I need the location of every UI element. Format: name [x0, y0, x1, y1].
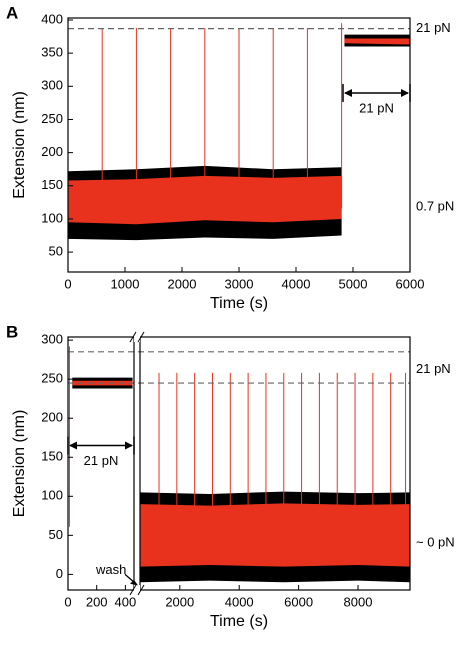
x-tick-label: 0 [64, 594, 71, 609]
axis-break [137, 331, 145, 343]
y-tick-label: 50 [49, 244, 63, 259]
y-axis-label: Extension (nm) [11, 410, 28, 518]
y-tick-label: 350 [41, 45, 63, 60]
axis-break [129, 584, 137, 596]
trace-band [140, 503, 410, 567]
plot-frame [139, 336, 411, 591]
x-tick-label: 2000 [168, 276, 197, 291]
x-tick-label: 4000 [282, 276, 311, 291]
x-tick-label: 3000 [225, 276, 254, 291]
x-tick-label: 0 [64, 276, 71, 291]
trace-band [344, 38, 410, 45]
arrow-head [125, 441, 133, 450]
x-axis-label: Time (s) [210, 295, 268, 312]
y-tick-label: 150 [41, 177, 63, 192]
arrow-head [344, 88, 352, 97]
wash-arrow-head [130, 579, 138, 586]
axis-break-gap [134, 332, 140, 342]
x-tick-label: 2000 [165, 594, 194, 609]
y-tick-label: 100 [41, 210, 63, 225]
arrow-head [401, 88, 409, 97]
axis-break-gap [134, 585, 140, 595]
y-axis-label: Extension (nm) [11, 91, 28, 199]
plot-frame [67, 336, 135, 591]
right-label: 21 pN [416, 361, 451, 376]
x-tick-label: 1000 [111, 276, 140, 291]
x-tick-label: 6000 [284, 594, 313, 609]
x-tick-label: 200 [86, 594, 108, 609]
right-label: 21 pN [416, 20, 451, 35]
x-axis-label: Time (s) [210, 613, 268, 630]
arrow-label: 21 pN [359, 100, 394, 115]
y-tick-label: 50 [49, 527, 63, 542]
panel-label: A [6, 3, 18, 22]
x-tick-label: 4000 [225, 594, 254, 609]
axis-break [137, 584, 145, 596]
y-tick-label: 150 [41, 449, 63, 464]
axis-break [129, 331, 137, 343]
y-tick-label: 200 [41, 410, 63, 425]
x-tick-label: 5000 [339, 276, 368, 291]
x-tick-label: 400 [115, 594, 137, 609]
y-tick-label: 100 [41, 488, 63, 503]
y-tick-label: 0 [56, 566, 63, 581]
right-label: 0.7 pN [416, 198, 454, 213]
right-label: ~ 0 pN [416, 535, 455, 550]
y-tick-label: 300 [41, 78, 63, 93]
y-tick-label: 250 [41, 371, 63, 386]
y-tick-label: 400 [41, 11, 63, 26]
y-tick-label: 200 [41, 144, 63, 159]
panel-label: B [6, 322, 18, 341]
arrow-label: 21 pN [84, 453, 119, 468]
x-tick-label: 6000 [396, 276, 425, 291]
arrow-head [69, 441, 77, 450]
y-tick-label: 300 [41, 332, 63, 347]
wash-label: wash [95, 562, 126, 577]
x-tick-label: 8000 [344, 594, 373, 609]
y-tick-label: 250 [41, 111, 63, 126]
